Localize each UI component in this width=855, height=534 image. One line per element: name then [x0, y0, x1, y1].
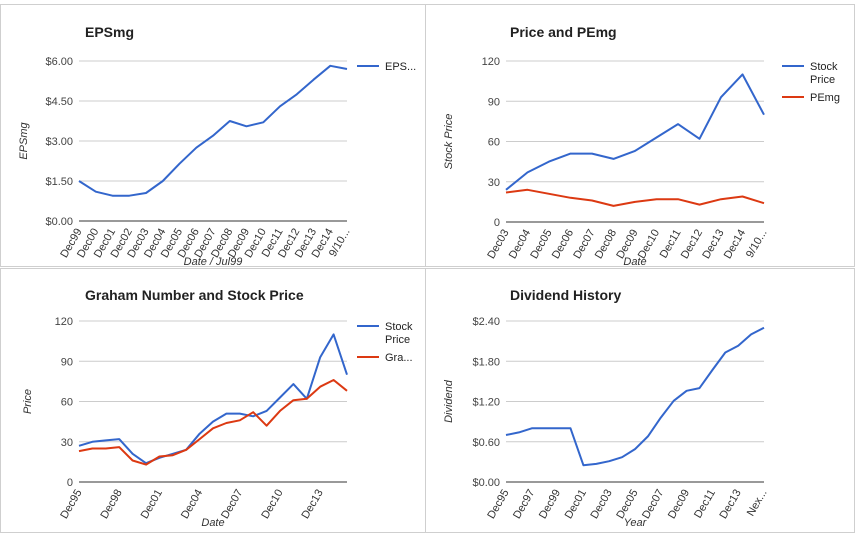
y-tick-label: 60	[488, 137, 500, 149]
x-tick-label: Dec01	[563, 488, 589, 522]
x-tick-label: Dec97	[511, 488, 537, 522]
x-axis-title: Date	[201, 517, 224, 529]
x-tick-label: Nex...	[745, 488, 770, 519]
chart-title: EPSmg	[85, 24, 134, 40]
y-tick-label: $4.50	[45, 96, 73, 108]
x-tick-label: Dec95	[485, 488, 511, 522]
x-tick-label: Dec11	[692, 488, 718, 521]
y-tick-label: $0.00	[472, 477, 500, 489]
x-axis-title: Year	[624, 517, 648, 529]
x-tick-label: Dec95	[58, 488, 84, 522]
chart-title: Dividend History	[510, 287, 621, 303]
x-tick-label: Dec04	[179, 488, 205, 522]
x-tick-label: Dec99	[537, 488, 563, 522]
x-tick-label: Dec13	[718, 488, 744, 522]
series-line	[505, 73, 765, 191]
chart-svg-dividend: Dividend History $0.00 $0.60 $1.20 $1.80 $2.4…	[443, 287, 770, 529]
x-tick-label: Dec01	[139, 488, 165, 522]
legend-label: Gra...	[385, 352, 413, 364]
y-tick-label: 120	[55, 316, 73, 328]
chart-panel-graham: Graham Number and Stock Price 0 30 60 90 120 P…	[0, 268, 426, 533]
y-tick-label: $1.20	[472, 397, 500, 409]
x-tick-label: Dec13	[300, 488, 326, 522]
x-tick-label: Dec03	[589, 488, 615, 522]
y-tick-label: 60	[61, 397, 73, 409]
chart-panel-dividend: Dividend History $0.00 $0.60 $1.20 $1.80 $2.4…	[425, 268, 855, 533]
y-tick-label: 0	[494, 217, 500, 229]
x-tick-label: Dec05	[614, 488, 640, 522]
y-tick-label: 120	[482, 56, 500, 68]
y-axis-title: Dividend	[443, 379, 455, 423]
y-axis-title: Price	[22, 389, 34, 414]
y-tick-label: 30	[61, 437, 73, 449]
y-tick-label: 90	[61, 356, 73, 368]
chart-svg-epsmg: EPSmg$0.00$1.50$3.00$4.50$6.00EPSmgDec99…	[18, 24, 416, 268]
y-tick-label: $6.00	[45, 56, 73, 68]
legend-label-line: Stock	[385, 321, 413, 333]
legend-label: Stock Price	[810, 61, 838, 86]
x-tick-label: Dec98	[99, 488, 125, 522]
legend-label: Stock Price	[385, 321, 413, 346]
chart-panel-epsmg: EPSmg $0.00 $1.50 $3.00 $4.50 $6.00 EPSmg Dec99…	[0, 4, 426, 268]
legend-label-line: Price	[385, 334, 410, 346]
legend-label-line: Price	[810, 74, 835, 86]
legend-item: Stock Price	[782, 61, 838, 86]
legend-label: PEmg	[810, 92, 840, 104]
legend-item: PEmg	[782, 92, 840, 104]
chart-panel-price-pemg: Price and PEmg 0 30 60 90 120 Stock Price Dec03…	[425, 4, 855, 268]
y-tick-label: $0.00	[45, 216, 73, 228]
x-tick-label: Dec14	[722, 228, 748, 262]
legend-label: EPS...	[385, 61, 416, 73]
chart-title: Price and PEmg	[510, 24, 617, 40]
y-tick-label: 30	[488, 177, 500, 189]
series-line	[505, 188, 765, 207]
chart-svg-graham: Graham Number and Stock Price 0 30 60 90 120 P…	[22, 287, 413, 529]
y-tick-label: $3.00	[45, 136, 73, 148]
series-line	[78, 64, 348, 197]
y-axis-title: Stock Price	[443, 114, 455, 170]
x-tick-label: Dec07	[219, 488, 245, 522]
legend-label-line: Stock	[810, 61, 838, 73]
legend-item: EPS...	[357, 61, 416, 73]
legend-item: Stock Price	[357, 321, 413, 346]
y-tick-label: $1.80	[472, 356, 500, 368]
legend-item: Gra...	[357, 352, 413, 364]
series-line	[78, 333, 348, 465]
x-tick-label: Dec10	[259, 488, 285, 522]
x-tick-label: Dec07	[640, 488, 666, 522]
series-line	[505, 326, 765, 467]
series-line	[78, 379, 348, 466]
y-tick-label: $1.50	[45, 176, 73, 188]
chart-title: Graham Number and Stock Price	[85, 287, 304, 303]
y-tick-label: $2.40	[472, 316, 500, 328]
x-tick-label: Dec09	[666, 488, 692, 522]
y-axis-title: EPSmg	[18, 121, 30, 159]
y-tick-label: 0	[67, 477, 73, 489]
y-tick-label: $0.60	[472, 437, 500, 449]
y-tick-label: 90	[488, 96, 500, 108]
x-tick-label: 9/10...	[744, 228, 770, 260]
x-axis-title: Date	[623, 256, 646, 268]
x-axis-title: Date / Jul99	[184, 256, 243, 268]
